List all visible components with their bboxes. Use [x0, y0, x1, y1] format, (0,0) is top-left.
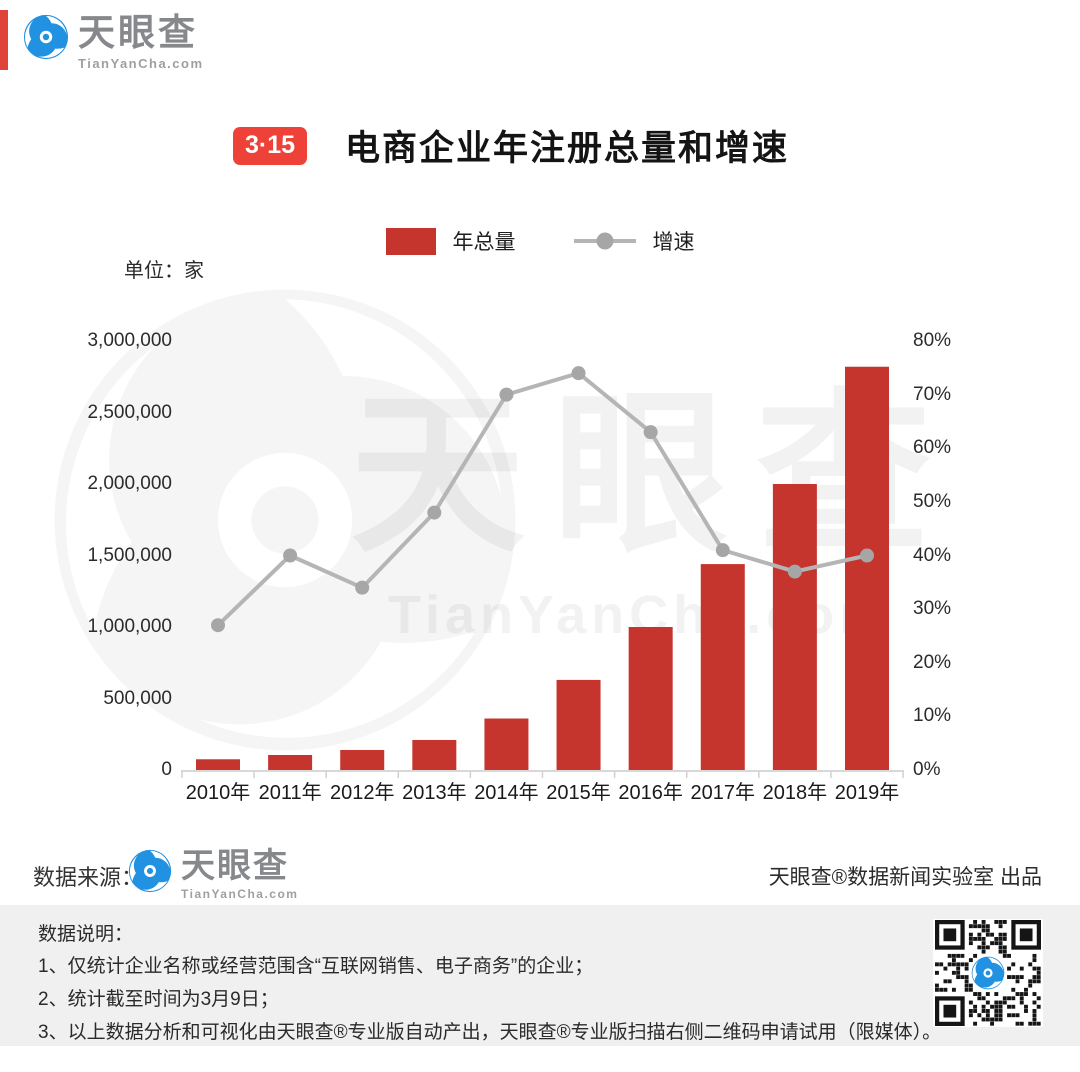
legend-line-marker [596, 232, 613, 250]
legend-bar-label: 年总量 [452, 231, 516, 254]
growth-point-2016年 [643, 425, 658, 440]
credit-text: 天眼查®数据新闻实验室 出品 [768, 866, 1042, 889]
header-logo: 天眼查 TianYanCha.com [23, 12, 204, 71]
growth-point-2011年 [283, 548, 298, 563]
note-item: 3、以上数据分析和可视化由天眼查®专业版自动产出，天眼查®专业版扫描右侧二维码申… [38, 1022, 942, 1043]
page-title: 电商企业年注册总量和增速 [345, 129, 790, 168]
brand-domain: TianYanCha.com [78, 55, 204, 71]
legend-line-swatch [573, 232, 636, 250]
bar-2010年 [196, 759, 240, 770]
qr-center-logo-icon [971, 956, 1005, 990]
growth-point-2019年 [859, 548, 874, 563]
bar-2013年 [412, 739, 457, 770]
bar-2012年 [340, 749, 385, 770]
bar-2019年 [844, 366, 889, 770]
brand-name: 天眼查 [181, 847, 289, 885]
brand-domain: TianYanCha.com [181, 886, 299, 901]
date-badge: 3·15 [233, 126, 308, 165]
legend-item-total: 年总量 [385, 226, 516, 256]
bar-2016年 [628, 627, 673, 770]
watermark-text: 天眼查 [350, 378, 959, 573]
growth-point-2015年 [571, 366, 586, 381]
notes-title: 数据说明： [38, 924, 134, 945]
legend-item-growth: 增速 [573, 226, 695, 256]
chart-legend: 年总量 增速 [0, 226, 1080, 256]
bar-2011年 [268, 754, 313, 770]
note-item: 1、仅统计企业名称或经营范围含“互联网销售、电子商务”的企业； [38, 956, 594, 977]
growth-point-2014年 [499, 387, 514, 402]
unit-label: 单位：家 [124, 260, 204, 282]
bar-2017年 [700, 564, 745, 770]
brand-name: 天眼查 [78, 12, 198, 53]
legend-line-label: 增速 [652, 231, 695, 254]
tianyancha-logo-icon [128, 849, 172, 893]
watermark-swirl-icon [45, 280, 525, 760]
bar-2014年 [484, 718, 529, 770]
notes-box: 数据说明： 1、仅统计企业名称或经营范围含“互联网销售、电子商务”的企业； 2、… [0, 905, 1080, 1046]
growth-point-2018年 [787, 564, 802, 579]
footer-logo: 天眼查 TianYanCha.com [128, 847, 299, 901]
header-accent-bar [0, 10, 8, 70]
data-source-label: 数据来源： [33, 865, 144, 890]
growth-point-2010年 [211, 618, 225, 633]
qr-code [933, 919, 1043, 1027]
tianyancha-logo-icon [23, 14, 69, 60]
note-item: 2、统计截至时间为3月9日； [38, 989, 279, 1010]
bar-2018年 [772, 484, 817, 770]
growth-line [216, 371, 869, 628]
growth-point-2017年 [715, 543, 730, 558]
legend-bar-swatch [385, 227, 436, 255]
bar-2015年 [556, 679, 601, 770]
growth-point-2012年 [355, 580, 370, 595]
growth-point-2013年 [427, 505, 442, 520]
title-row: 3·15 电商企业年注册总量和增速 [233, 120, 789, 171]
